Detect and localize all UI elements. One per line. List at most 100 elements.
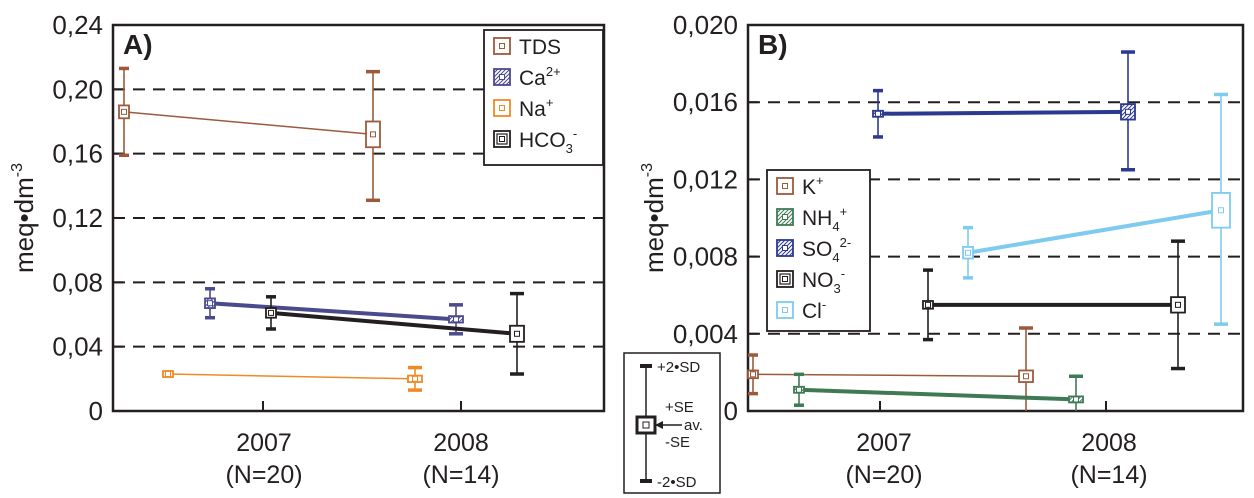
hatch-line [776, 239, 786, 249]
series-na-mean-marker [165, 371, 171, 378]
y-tick-label: 0,20 [52, 74, 103, 104]
hatch-line [776, 208, 782, 214]
legend-swatch-dot [782, 276, 788, 282]
series-k-mean-marker [1023, 373, 1029, 380]
legend-swatch-dot [782, 183, 788, 189]
legend-swatch-dot [499, 136, 505, 142]
x-tick-label: 2008 [433, 429, 489, 457]
legend-swatch-dot [782, 245, 788, 251]
legend-item: Ca2+ [493, 64, 561, 90]
y-axis-label: meq•dm-3 [9, 163, 39, 273]
x-tick-label: 2007 [236, 429, 292, 457]
series-hco-mean-marker [514, 330, 520, 337]
y-tick-label: 0,16 [52, 139, 103, 169]
legend-item: Na+ [493, 95, 553, 121]
legend-label: Na+ [519, 95, 553, 121]
series-tds-line [123, 111, 374, 136]
series-cl-mean-marker [965, 249, 971, 256]
legend-label: SO42- [802, 235, 851, 265]
legend-label: HCO3- [519, 126, 577, 156]
series-na-line [167, 373, 416, 380]
y-tick-label: 0,08 [52, 267, 103, 297]
key-av-marker [642, 421, 650, 429]
series-ca-mean-marker [453, 316, 459, 323]
panel-letter: B) [758, 29, 788, 60]
y-tick-label: 0 [724, 396, 738, 426]
legend-swatch-inner [779, 273, 791, 285]
hatch-line [210, 304, 216, 309]
hatch-line [505, 80, 511, 86]
key-av-arrow-head [655, 421, 663, 429]
legend: K+ NH4+SO42-NO3-Cl- [766, 169, 871, 332]
series-so-line [877, 109, 1129, 116]
y-tick-label: 0,24 [52, 10, 103, 40]
hatch-line [1068, 396, 1074, 401]
series-nh-mean-marker [796, 386, 802, 393]
y-tick-label: 0,008 [673, 242, 738, 272]
legend-swatch-dot [782, 307, 788, 313]
y-tick-label: 0,04 [52, 332, 103, 362]
series-ca-mean-marker [207, 300, 213, 307]
x-tick-label: (N=20) [225, 461, 302, 489]
legend-swatch-dot [499, 43, 505, 49]
hatch-line [493, 68, 503, 78]
legend-label: K+ [802, 173, 824, 199]
panel-letter: A) [123, 29, 153, 60]
series-nh-mean-marker [1073, 396, 1079, 403]
legend-swatch-dot [499, 74, 505, 80]
panel-a: 0 0,04 0,08 0,12 0,16 0,20 0,24 meq•dm-3 2007 (N=… [9, 10, 606, 489]
legend-label: Cl- [802, 297, 826, 323]
series-hco-line [270, 310, 518, 336]
legend-swatch-inner [496, 133, 508, 145]
key-av: av. [684, 417, 703, 434]
legend-item: SO42- [776, 235, 851, 265]
series-ca-line [209, 301, 457, 322]
legend-item: NO3- [776, 266, 845, 296]
x-tick-label: (N=14) [1070, 461, 1147, 489]
y-tick-label: 0,020 [673, 10, 738, 40]
hatch-line [1120, 103, 1126, 109]
hatch-line [776, 208, 786, 218]
series-k-mean-marker [750, 371, 756, 378]
hatch-line [1129, 113, 1136, 120]
legend-item: NH4+ [776, 204, 847, 234]
series-tds-mean-marker [370, 131, 376, 138]
hatch-line [458, 317, 464, 323]
hatch-line [784, 247, 794, 257]
y-tick-label: 0,016 [673, 87, 738, 117]
legend-label: TDS [519, 36, 561, 59]
key-minus-se: -SE [665, 434, 690, 451]
y-tick-label: 0,12 [52, 203, 103, 233]
series-cl-mean-marker [1218, 207, 1224, 214]
y-tick-label: 0,012 [673, 164, 738, 194]
series-tds-mean-marker [121, 108, 127, 115]
legend-swatch-dot [782, 214, 788, 220]
hatch-line [448, 315, 454, 321]
key-minus2sd: -2•SD [657, 474, 697, 491]
hatch-line [493, 68, 499, 74]
legend-label: NO3- [802, 266, 845, 296]
x-tick-label: 2008 [1081, 429, 1137, 457]
hatch-line [1120, 103, 1130, 113]
x-tick-label: (N=20) [845, 461, 922, 489]
legend-item: TDS [493, 36, 561, 59]
legend-item: HCO3- [493, 126, 577, 156]
y-tick-label: 0 [89, 396, 103, 426]
series-nh-line [798, 387, 1077, 402]
key-plus-se: +SE [665, 399, 694, 416]
hatch-line [776, 239, 782, 245]
series-na-mean-marker [412, 375, 418, 382]
legend-swatch-dot [499, 105, 505, 111]
legend-label: Ca2+ [519, 64, 561, 90]
hatch-line [784, 216, 794, 226]
x-tick-label: (N=14) [422, 461, 499, 489]
hatch-line [1133, 117, 1136, 120]
y-tick-label: 0,004 [673, 319, 738, 349]
key-plus2sd: +2•SD [657, 359, 700, 376]
hatch-line [1078, 398, 1084, 403]
series-cl-line [967, 208, 1222, 255]
x-tick-label: 2007 [856, 429, 912, 457]
series-hco-mean-marker [268, 309, 274, 316]
error-bar-key: +2•SD +SE av. -SE -2•SD [623, 352, 721, 494]
